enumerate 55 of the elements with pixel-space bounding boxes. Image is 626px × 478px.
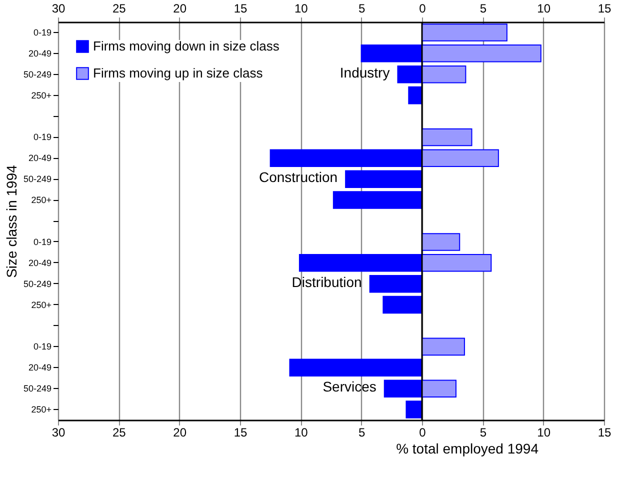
x-tick-label: 15: [234, 426, 248, 440]
annotation: Distribution: [292, 274, 362, 290]
bar: [369, 274, 422, 293]
x-tick-label: 25: [112, 426, 126, 440]
bar: [408, 86, 422, 104]
x2-tick-label: 25: [112, 2, 126, 16]
bar: [422, 24, 508, 42]
y-tick-label: 50-249: [23, 69, 52, 80]
bar: [332, 191, 422, 209]
y-tick-label: 50-249: [23, 174, 52, 184]
legend-label: Firms moving down in size class: [93, 38, 280, 54]
y-tick-label: 20-49: [28, 153, 52, 164]
y-axis-title: Size class in 1994: [3, 164, 20, 278]
x2-tick-label: 5: [480, 2, 487, 16]
x2-tick-label: 5: [358, 2, 366, 16]
bar: [406, 400, 422, 418]
y-tick-label: 50-249: [23, 278, 52, 289]
y-tick-label: 250+: [31, 300, 52, 310]
legend-label: Firms moving up in size class: [93, 66, 264, 80]
y-tick-label: 20-49: [28, 48, 52, 58]
x2-tick-label: 0: [419, 2, 426, 16]
x2-tick-label: 20: [173, 2, 187, 16]
x2-tick-label: 30: [52, 2, 66, 16]
x-tick-label: 5: [358, 426, 366, 440]
x-tick-label: 10: [294, 426, 308, 440]
x-tick-label: 5: [480, 426, 487, 440]
annotation: Services: [322, 378, 376, 395]
y-tick-label: 50-249: [23, 384, 52, 394]
bar: [382, 296, 422, 314]
annotation: Construction: [258, 169, 338, 186]
x-axis-title: % total employed 1994: [396, 440, 539, 456]
x2-tick-label: 10: [537, 2, 551, 16]
x-tick-label: 0: [419, 426, 426, 440]
y-tick-label: 0-19: [33, 27, 52, 38]
y-tick-label: 250+: [31, 90, 52, 100]
x-tick-label: 15: [598, 426, 612, 440]
x-tick-label: 30: [52, 426, 66, 440]
x-tick-label: 10: [537, 426, 551, 440]
y-tick-label: 250+: [31, 404, 52, 415]
y-tick-label: 20-49: [28, 362, 52, 373]
bar: [289, 358, 422, 377]
y-tick-label: 20-49: [28, 258, 52, 268]
x2-tick-label: 15: [598, 2, 612, 16]
bar: [422, 338, 465, 356]
y-tick-label: 0-19: [33, 132, 52, 142]
x-tick-label: 20: [173, 426, 187, 440]
y-tick-label: 0-19: [33, 236, 52, 247]
bar: [422, 128, 472, 146]
y-tick-label: 0-19: [33, 342, 52, 352]
y-tick-label: 250+: [31, 195, 52, 206]
bar: [345, 170, 422, 188]
bar: [422, 233, 460, 251]
x2-tick-label: 10: [294, 2, 308, 16]
x2-tick-label: 15: [234, 2, 248, 16]
annotation: Industry: [340, 64, 390, 80]
